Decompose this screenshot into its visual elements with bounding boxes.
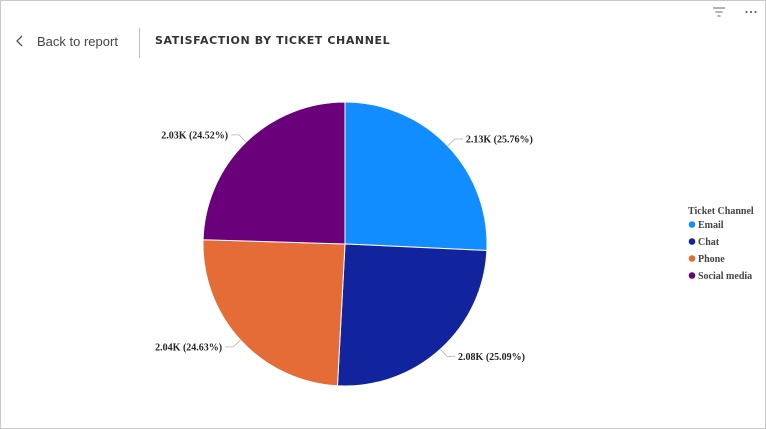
legend: Ticket Channel Email Chat Phone Social medi… — [688, 206, 754, 282]
focus-mode-header: Back to report SATISFACTION BY TICKET CH… — [0, 0, 766, 62]
leader-line-email — [447, 138, 463, 147]
header-divider — [139, 28, 140, 58]
leader-line-social-media — [231, 134, 247, 143]
legend-label-chat: Chat — [698, 237, 720, 248]
leader-line-chat — [440, 348, 456, 358]
visual-title: SATISFACTION BY TICKET CHANNEL — [155, 34, 391, 47]
filter-lines-icon — [713, 7, 725, 17]
legend-title: Ticket Channel — [688, 206, 754, 217]
pie-slice-chat[interactable] — [336, 243, 488, 387]
pie-slice-phone[interactable] — [202, 239, 346, 387]
legend-label-social-media: Social media — [698, 271, 752, 282]
legend-swatch-social-media — [688, 272, 696, 279]
legend-item-social-media[interactable]: Social media — [688, 271, 752, 282]
data-label-social-media: 2.03K (24.52%) — [161, 130, 228, 141]
visual-header-icons — [710, 4, 760, 20]
legend-swatch-email — [688, 221, 696, 228]
data-labels: 2.13K (25.76%) 2.08K (25.09%) 2.04K (24.63… — [155, 130, 533, 363]
data-label-phone: 2.04K (24.63%) — [155, 342, 222, 353]
more-options-icon — [745, 10, 757, 14]
chevron-left-icon — [16, 35, 23, 47]
data-label-chat: 2.08K (25.09%) — [458, 352, 525, 363]
more-options-button[interactable] — [742, 4, 760, 20]
legend-item-email[interactable]: Email — [688, 220, 724, 231]
pie-slices — [202, 101, 488, 387]
legend-swatch-phone — [688, 255, 696, 262]
legend-item-chat[interactable]: Chat — [688, 237, 720, 248]
legend-label-phone: Phone — [698, 254, 725, 265]
legend-swatch-chat — [688, 238, 696, 245]
pie-slice-email[interactable] — [344, 101, 488, 251]
leader-lines — [225, 134, 463, 358]
data-label-email: 2.13K (25.76%) — [466, 134, 533, 145]
back-button-label: Back to report — [37, 33, 118, 49]
pie-slice-social-media[interactable] — [202, 101, 346, 245]
legend-label-email: Email — [698, 220, 724, 231]
leader-line-phone — [225, 339, 241, 348]
back-to-report-button[interactable]: Back to report — [15, 28, 118, 54]
legend-item-phone[interactable]: Phone — [688, 254, 726, 265]
filter-button[interactable] — [710, 4, 728, 20]
